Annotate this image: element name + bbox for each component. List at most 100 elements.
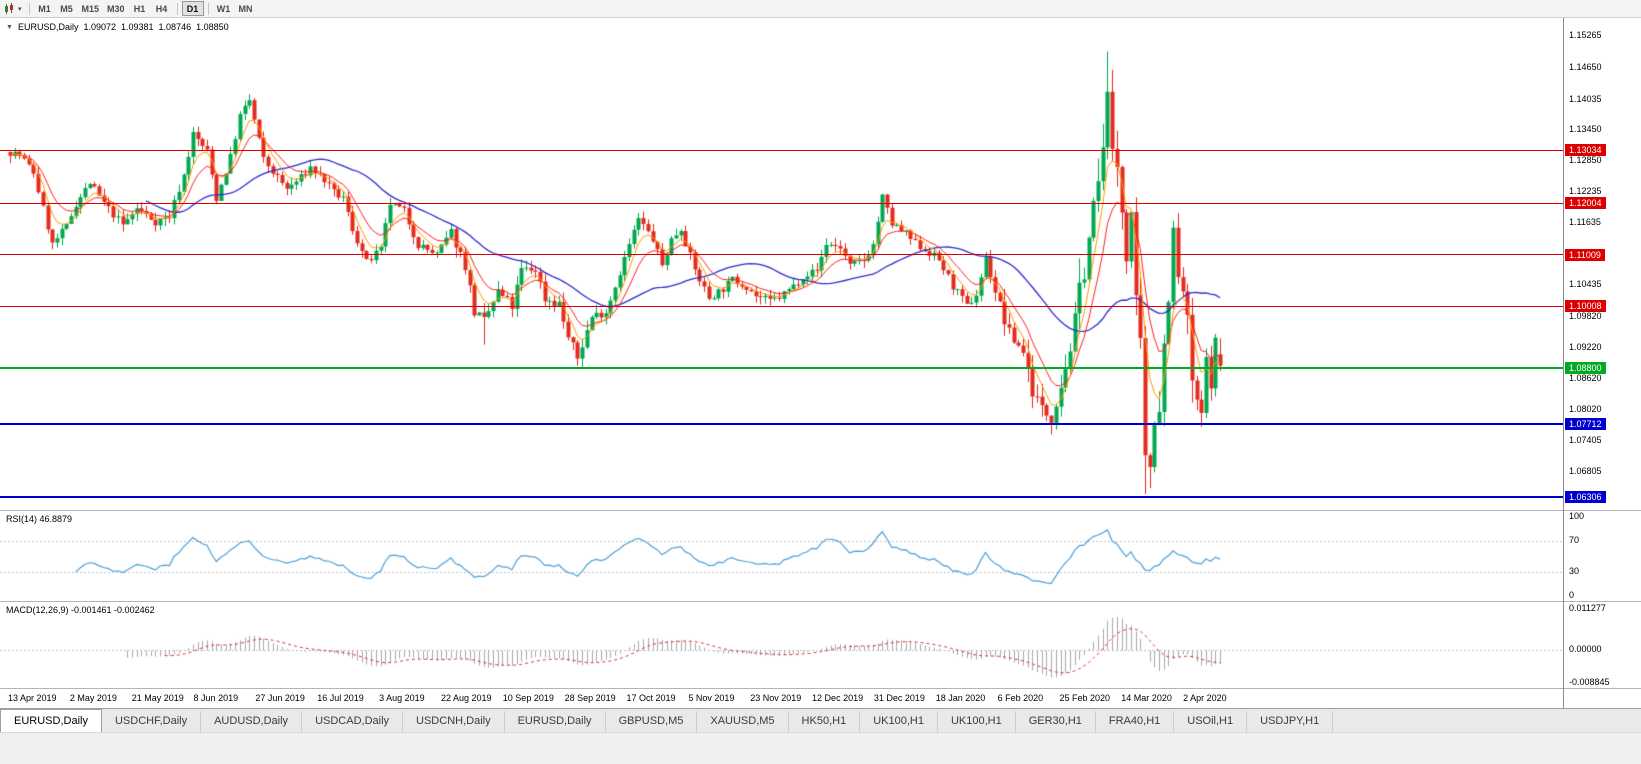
date-axis-label: 31 Dec 2019 — [873, 693, 925, 703]
date-axis-label: 2 Apr 2020 — [1183, 693, 1227, 703]
timeframe-button-h4[interactable]: H4 — [151, 1, 173, 16]
price-axis-tick: 1.11635 — [1569, 217, 1601, 228]
chart-tab-eurusd-daily[interactable]: EURUSD,Daily — [505, 711, 606, 732]
price-axis-tick: 1.08620 — [1569, 372, 1602, 383]
price-axis-tick: 1.08020 — [1569, 403, 1602, 414]
date-axis-label: 22 Aug 2019 — [440, 693, 492, 703]
price-axis-tick: 1.12235 — [1569, 186, 1602, 197]
price-level-badge: 1.11009 — [1565, 248, 1605, 261]
price-axis-tick: 1.12850 — [1569, 154, 1602, 165]
date-axis-label: 27 Jun 2019 — [255, 693, 305, 703]
candlestick-chart-icon — [5, 2, 13, 14]
price-level-badge: 1.13034 — [1565, 144, 1606, 157]
date-axis-label: 28 Sep 2019 — [564, 693, 616, 703]
timeframe-button-m15[interactable]: M15 — [78, 1, 104, 16]
axis-separator — [1564, 601, 1641, 602]
date-axis-label: 17 Oct 2019 — [626, 693, 676, 703]
timeframe-button-m5[interactable]: M5 — [56, 1, 78, 16]
timeframe-button-d1[interactable]: D1 — [181, 1, 204, 16]
chart-tab-gbpusd-m5[interactable]: GBPUSD,M5 — [606, 711, 698, 732]
chart-close-value: 1.08850 — [196, 22, 229, 32]
rsi-indicator-label: RSI(14) 46.8879 — [6, 514, 73, 524]
date-axis-label: 8 Jun 2019 — [193, 693, 239, 703]
macd-canvas[interactable] — [0, 602, 1563, 688]
window-background — [0, 732, 1641, 764]
chart-dropdown-icon[interactable]: ▼ — [6, 23, 13, 31]
date-axis-label: 5 Nov 2019 — [688, 693, 735, 703]
chart-tab-fra40-h1[interactable]: FRA40,H1 — [1096, 711, 1175, 732]
chart-tab-xauusd-m5[interactable]: XAUUSD,M5 — [697, 711, 789, 732]
date-axis-label: 16 Jul 2019 — [317, 693, 364, 703]
price-level-badge: 1.08800 — [1565, 362, 1606, 375]
axis-separator — [1564, 510, 1641, 511]
date-axis[interactable]: 13 Apr 2019 2 May 2019 21 May 2019 8 Jun 20… — [0, 688, 1563, 708]
chart-tab-audusd-daily[interactable]: AUDUSD,Daily — [201, 711, 303, 732]
macd-indicator-label: MACD(12,26,9) -0.001461 -0.002462 — [6, 605, 155, 615]
chart-tab-ger30-h1[interactable]: GER30,H1 — [1016, 711, 1096, 732]
price-level-badge: 1.12004 — [1565, 197, 1606, 210]
chart-tab-usdjpy-h1[interactable]: USDJPY,H1 — [1247, 711, 1334, 732]
macd-panel[interactable]: MACD(12,26,9) -0.001461 -0.002462 — [0, 601, 1563, 688]
chart-open-value: 1.09072 — [83, 22, 116, 32]
chart-type-dropdown-icon[interactable]: ▾ — [18, 5, 22, 13]
rsi-axis-tick: 30 — [1569, 566, 1580, 577]
rsi-canvas[interactable] — [0, 511, 1563, 601]
date-axis-label: 12 Dec 2019 — [812, 693, 864, 703]
chart-tab-uk100-h1[interactable]: UK100,H1 — [860, 711, 938, 732]
date-axis-label: 21 May 2019 — [131, 693, 184, 703]
price-chart-canvas[interactable] — [0, 18, 1563, 510]
chart-high-value: 1.09381 — [121, 22, 154, 32]
date-axis-label: 2 May 2019 — [69, 693, 117, 703]
price-panel[interactable]: ▼ EURUSD,Daily 1.09072 1.09381 1.08746 1… — [0, 18, 1563, 510]
rsi-axis-tick: 100 — [1569, 511, 1585, 521]
rsi-panel[interactable]: RSI(14) 46.8879 — [0, 510, 1563, 601]
price-axis-tick: 1.14035 — [1569, 93, 1602, 104]
macd-axis-tick: 0.00000 — [1569, 644, 1602, 655]
chart-tab-usdchf-daily[interactable]: USDCHF,Daily — [102, 711, 202, 732]
rsi-axis-tick: 70 — [1569, 534, 1580, 545]
date-axis-label: 10 Sep 2019 — [502, 693, 554, 703]
toolbar-separator — [28, 2, 30, 15]
price-axis-tick: 1.09220 — [1569, 341, 1602, 352]
price-level-badge: 1.10008 — [1565, 300, 1606, 313]
chart-tab-usoil-h1[interactable]: USOil,H1 — [1174, 711, 1248, 732]
timeframe-button-m1[interactable]: M1 — [34, 1, 56, 16]
chart-tab-hk50-h1[interactable]: HK50,H1 — [789, 711, 861, 732]
price-axis-tick: 1.09820 — [1569, 310, 1602, 321]
price-axis-tick: 1.07405 — [1569, 435, 1602, 446]
toolbar-separator — [207, 2, 209, 15]
chart-tab-eurusd-daily[interactable]: EURUSD,Daily — [0, 709, 102, 732]
timeframe-button-w1[interactable]: W1 — [213, 1, 235, 16]
chart-tab-usdcnh-daily[interactable]: USDCNH,Daily — [403, 711, 505, 732]
chart-symbol-label: EURUSD,Daily — [17, 22, 79, 32]
price-axis[interactable]: 1.15265 1.14650 1.14035 1.13450 1.12850 1.122… — [1563, 18, 1641, 708]
price-axis-tick: 1.13450 — [1569, 123, 1602, 134]
timeframe-button-mn[interactable]: MN — [235, 1, 257, 16]
chart-low-value: 1.08746 — [158, 22, 192, 32]
date-axis-label: 18 Jan 2020 — [935, 693, 986, 703]
price-level-badge: 1.07712 — [1565, 418, 1606, 431]
macd-axis-tick: 0.011277 — [1569, 603, 1606, 614]
axis-separator — [1564, 688, 1641, 689]
timeframe-button-h1[interactable]: H1 — [129, 1, 151, 16]
chart-tab-uk100-h1[interactable]: UK100,H1 — [938, 711, 1016, 732]
date-axis-label: 14 Mar 2020 — [1121, 693, 1172, 703]
chart-type-icon[interactable] — [4, 2, 17, 15]
date-axis-label: 13 Apr 2019 — [8, 693, 57, 703]
chart-tab-usdcad-daily[interactable]: USDCAD,Daily — [302, 711, 404, 732]
chart-tabs-bar: EURUSD,Daily USDCHF,Daily AUDUSD,Daily USDC… — [0, 708, 1641, 732]
price-axis-tick: 1.14650 — [1569, 61, 1602, 72]
price-axis-tick: 1.10435 — [1569, 279, 1602, 290]
price-axis-tick: 1.15265 — [1569, 30, 1602, 41]
date-axis-label: 25 Feb 2020 — [1059, 693, 1110, 703]
price-axis-tick: 1.06805 — [1569, 466, 1602, 477]
timeframe-button-m30[interactable]: M30 — [103, 1, 129, 16]
date-axis-label: 3 Aug 2019 — [379, 693, 425, 703]
date-axis-label: 23 Nov 2019 — [750, 693, 802, 703]
timeframe-toolbar: ▾ M1 M5 M15 M30 H1 H4 D1 W1 MN — [0, 0, 1641, 18]
macd-axis-tick: -0.008845 — [1569, 676, 1610, 687]
timeframe-buttons-group: M1 M5 M15 M30 H1 H4 D1 W1 MN — [34, 0, 257, 18]
price-level-badge: 1.06306 — [1565, 490, 1606, 503]
rsi-axis-tick: 0 — [1569, 590, 1575, 600]
